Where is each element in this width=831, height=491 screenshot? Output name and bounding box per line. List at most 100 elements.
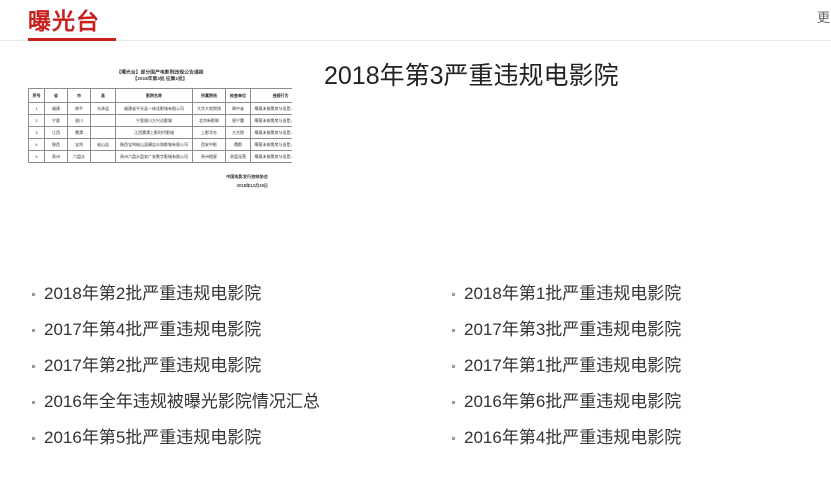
more-link[interactable]: 更多 <box>817 10 831 25</box>
cell-province: 宁夏 <box>44 114 68 127</box>
page-title: 曝光台 <box>28 8 100 34</box>
table-row: 3 江西 鹰潭 江西鹰潭上影时代影城 上影华东 大方院 瞒报未按票房与但是人员不… <box>28 126 292 139</box>
list-item[interactable]: 2018年第2批严重违规电影院 <box>0 282 428 306</box>
list-row: 2017年第4批严重违规电影院 2017年第3批严重违规电影院 <box>0 312 831 348</box>
cell-inspector: 贵盘深营 <box>225 150 251 163</box>
square-bullet-icon <box>32 400 35 404</box>
square-bullet-icon <box>32 436 35 440</box>
cell-index: 4 <box>28 138 45 151</box>
cell-violation: 瞒报未按票房与但是人员不符 <box>250 150 292 163</box>
square-bullet-icon <box>32 364 35 368</box>
cell-inspector: 鹰郡 <box>225 138 251 151</box>
cell-county: 光泽县 <box>90 102 116 115</box>
cell-county <box>90 126 116 139</box>
list-item-link[interactable]: 2017年第1批严重违规电影院 <box>464 356 682 375</box>
list-item-link[interactable]: 2017年第4批严重违规电影院 <box>44 320 262 339</box>
list-item[interactable]: 2017年第1批严重违规电影院 <box>428 354 831 378</box>
table-header-row: 序号 省 市 县 影院名称 所属院线 检查单位 违规行为 <box>28 88 292 103</box>
cell-circuit: 西安中影 <box>192 138 226 151</box>
table-col-circuit: 所属院线 <box>192 88 226 103</box>
cell-circuit: 贵州橙星 <box>192 150 226 163</box>
cell-city: 银川 <box>67 114 91 127</box>
table-row: 1 福建 南平 光泽县 福建省平光县一体化影城有限公司 大华大地院线 闽中省 瞒… <box>28 102 292 115</box>
list-item-link[interactable]: 2016年第5批严重违规电影院 <box>44 428 262 447</box>
cell-index: 3 <box>28 126 45 139</box>
table-col-province: 省 <box>44 88 68 103</box>
square-bullet-icon <box>452 328 455 332</box>
list-item[interactable]: 2017年第3批严重违规电影院 <box>428 318 831 342</box>
signature-organization: 中国电影发行放映协会 <box>226 174 268 179</box>
list-item-link[interactable]: 2016年第4批严重违规电影院 <box>464 428 682 447</box>
cell-circuit: 北京新影联 <box>192 114 226 127</box>
square-bullet-icon <box>32 328 35 332</box>
feature-thumbnail[interactable]: 【曝光台】部分国产电影院违规公告通报 【2018年第3批 征集1批】 序号 省 … <box>28 60 292 212</box>
list-item-link[interactable]: 2017年第2批严重违规电影院 <box>44 356 262 375</box>
cell-cinema-name: 宁夏银川方兴达影城 <box>115 114 193 127</box>
cell-city: 宝鸡 <box>67 138 91 151</box>
cell-city: 鹰潭 <box>67 126 91 139</box>
thumbnail-signature: 中国电影发行放映协会 2018年12月19日 <box>28 172 292 190</box>
cell-violation: 瞒报未按票房与但是人员不符 <box>250 114 292 127</box>
cell-violation: 瞒报未按票房与但是人员不符 <box>250 102 292 115</box>
cell-cinema-name: 福建省平光县一体化影城有限公司 <box>115 102 193 115</box>
cell-cinema-name: 江西鹰潭上影时代影城 <box>115 126 193 139</box>
table-col-cinema-name: 影院名称 <box>115 88 193 103</box>
list-item[interactable]: 2017年第2批严重违规电影院 <box>0 354 428 378</box>
square-bullet-icon <box>452 436 455 440</box>
cell-violation: 瞒报未按票房与但是人员不符 <box>250 138 292 151</box>
list-item[interactable]: 2016年第6批严重违规电影院 <box>428 390 831 414</box>
cell-county <box>90 114 116 127</box>
table-col-index: 序号 <box>28 88 45 103</box>
list-item[interactable]: 2016年第4批严重违规电影院 <box>428 426 831 450</box>
cell-inspector: 银宁署 <box>225 114 251 127</box>
feature-title[interactable]: 2018年第3严重违规电影院 <box>324 62 619 90</box>
list-item-link[interactable]: 2018年第1批严重违规电影院 <box>464 284 682 303</box>
cell-cinema-name: 贵州六盘水盘安广安数字影城有限公司 <box>115 150 193 163</box>
header-divider <box>0 40 831 41</box>
thumbnail-doc-subtitle: 【2018年第3批 征集1批】 <box>132 75 188 82</box>
list-item[interactable]: 2016年全年违规被曝光影院情况汇总 <box>0 390 428 414</box>
list-item-link[interactable]: 2018年第2批严重违规电影院 <box>44 284 262 303</box>
cell-index: 5 <box>28 150 45 163</box>
table-col-violation: 违规行为 <box>250 88 292 103</box>
table-col-city: 市 <box>67 88 91 103</box>
list-item[interactable]: 2017年第4批严重违规电影院 <box>0 318 428 342</box>
square-bullet-icon <box>452 292 455 296</box>
list-item-link[interactable]: 2017年第3批严重违规电影院 <box>464 320 682 339</box>
cell-circuit: 上影华东 <box>192 126 226 139</box>
signature-date: 2018年12月19日 <box>236 183 268 188</box>
table-row: 4 陕西 宝鸡 岐山县 陕西宝鸡岐山县横店众和影城有限公司 西安中影 鹰郡 瞒报… <box>28 138 292 151</box>
cell-inspector: 大方院 <box>225 126 251 139</box>
cell-county: 岐山县 <box>90 138 116 151</box>
square-bullet-icon <box>452 364 455 368</box>
cell-city: 南平 <box>67 102 91 115</box>
cell-cinema-name: 陕西宝鸡岐山县横店众和影城有限公司 <box>115 138 193 151</box>
cell-city: 六盘水 <box>67 150 91 163</box>
cell-province: 贵州 <box>44 150 68 163</box>
cell-province: 江西 <box>44 126 68 139</box>
square-bullet-icon <box>452 400 455 404</box>
list-row: 2017年第2批严重违规电影院 2017年第1批严重违规电影院 <box>0 348 831 384</box>
list-row: 2016年全年违规被曝光影院情况汇总 2016年第6批严重违规电影院 <box>0 384 831 420</box>
cell-index: 1 <box>28 102 45 115</box>
table-row: 2 宁夏 银川 宁夏银川方兴达影城 北京新影联 银宁署 瞒报未按票房与但是人员不… <box>28 114 292 127</box>
table-col-inspector: 检查单位 <box>225 88 251 103</box>
list-item-link[interactable]: 2016年第6批严重违规电影院 <box>464 392 682 411</box>
cell-index: 2 <box>28 114 45 127</box>
thumbnail-doc-title: 【曝光台】部分国产电影院违规公告通报 <box>116 69 204 75</box>
cell-violation: 瞒报未按票房与但是人员不符 <box>250 126 292 139</box>
list-row: 2016年第5批严重违规电影院 2016年第4批严重违规电影院 <box>0 420 831 456</box>
section-header: 曝光台 更多 <box>0 0 831 46</box>
list-row: 2018年第2批严重违规电影院 2018年第1批严重违规电影院 <box>0 276 831 312</box>
cell-province: 福建 <box>44 102 68 115</box>
cell-inspector: 闽中省 <box>225 102 251 115</box>
list-item-link[interactable]: 2016年全年违规被曝光影院情况汇总 <box>44 392 320 411</box>
cell-county <box>90 150 116 163</box>
list-item[interactable]: 2018年第1批严重违规电影院 <box>428 282 831 306</box>
article-link-list: 2018年第2批严重违规电影院 2018年第1批严重违规电影院 2017年第4批… <box>0 276 831 456</box>
table-col-county: 县 <box>90 88 116 103</box>
list-item[interactable]: 2016年第5批严重违规电影院 <box>0 426 428 450</box>
header-active-underline <box>28 38 116 41</box>
cell-circuit: 大华大地院线 <box>192 102 226 115</box>
cell-province: 陕西 <box>44 138 68 151</box>
